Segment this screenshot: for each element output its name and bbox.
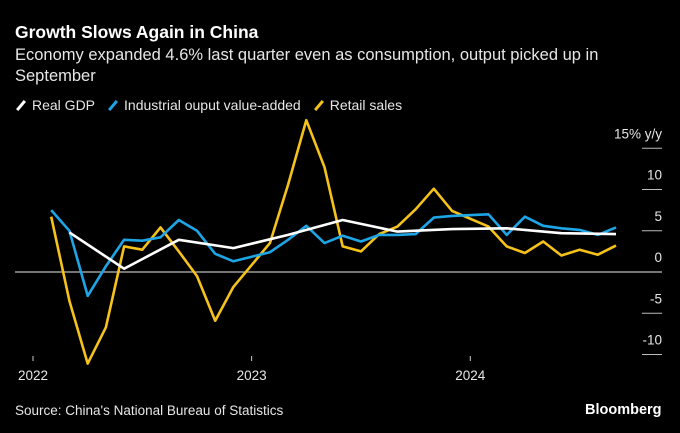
series-line-real-gdp bbox=[68, 218, 617, 271]
legend-item-industrial: Industrial ouput value-added bbox=[107, 97, 301, 113]
y-tick-label: 5 bbox=[654, 209, 662, 224]
x-tick-label: 2023 bbox=[237, 368, 267, 383]
legend-label: Retail sales bbox=[329, 97, 403, 113]
series-line-industrial-ouput-value-added bbox=[50, 209, 617, 298]
legend-label: Industrial ouput value-added bbox=[124, 97, 301, 113]
chart-title: Growth Slows Again in China bbox=[15, 22, 259, 42]
x-tick-label: 2024 bbox=[455, 368, 486, 383]
source-note: Source: China's National Bureau of Stati… bbox=[15, 403, 284, 418]
y-tick-label: 0 bbox=[654, 250, 662, 265]
y-tick-label: 10 bbox=[647, 168, 662, 183]
legend: Real GDP Industrial ouput value-added Re… bbox=[15, 97, 402, 113]
legend-item-retail: Retail sales bbox=[313, 97, 402, 113]
x-tick-label: 2022 bbox=[18, 368, 48, 383]
y-tick-label: 15% y/y bbox=[614, 126, 662, 141]
legend-label: Real GDP bbox=[32, 97, 96, 113]
series-line-retail-sales bbox=[49, 118, 617, 365]
legend-item-gdp: Real GDP bbox=[15, 97, 95, 113]
chart-subtitle: Economy expanded 4.6% last quarter even … bbox=[15, 46, 599, 85]
bloomberg-logo: Bloomberg bbox=[585, 402, 662, 418]
y-tick-label: -5 bbox=[650, 291, 662, 306]
y-tick-label: -10 bbox=[642, 333, 662, 348]
